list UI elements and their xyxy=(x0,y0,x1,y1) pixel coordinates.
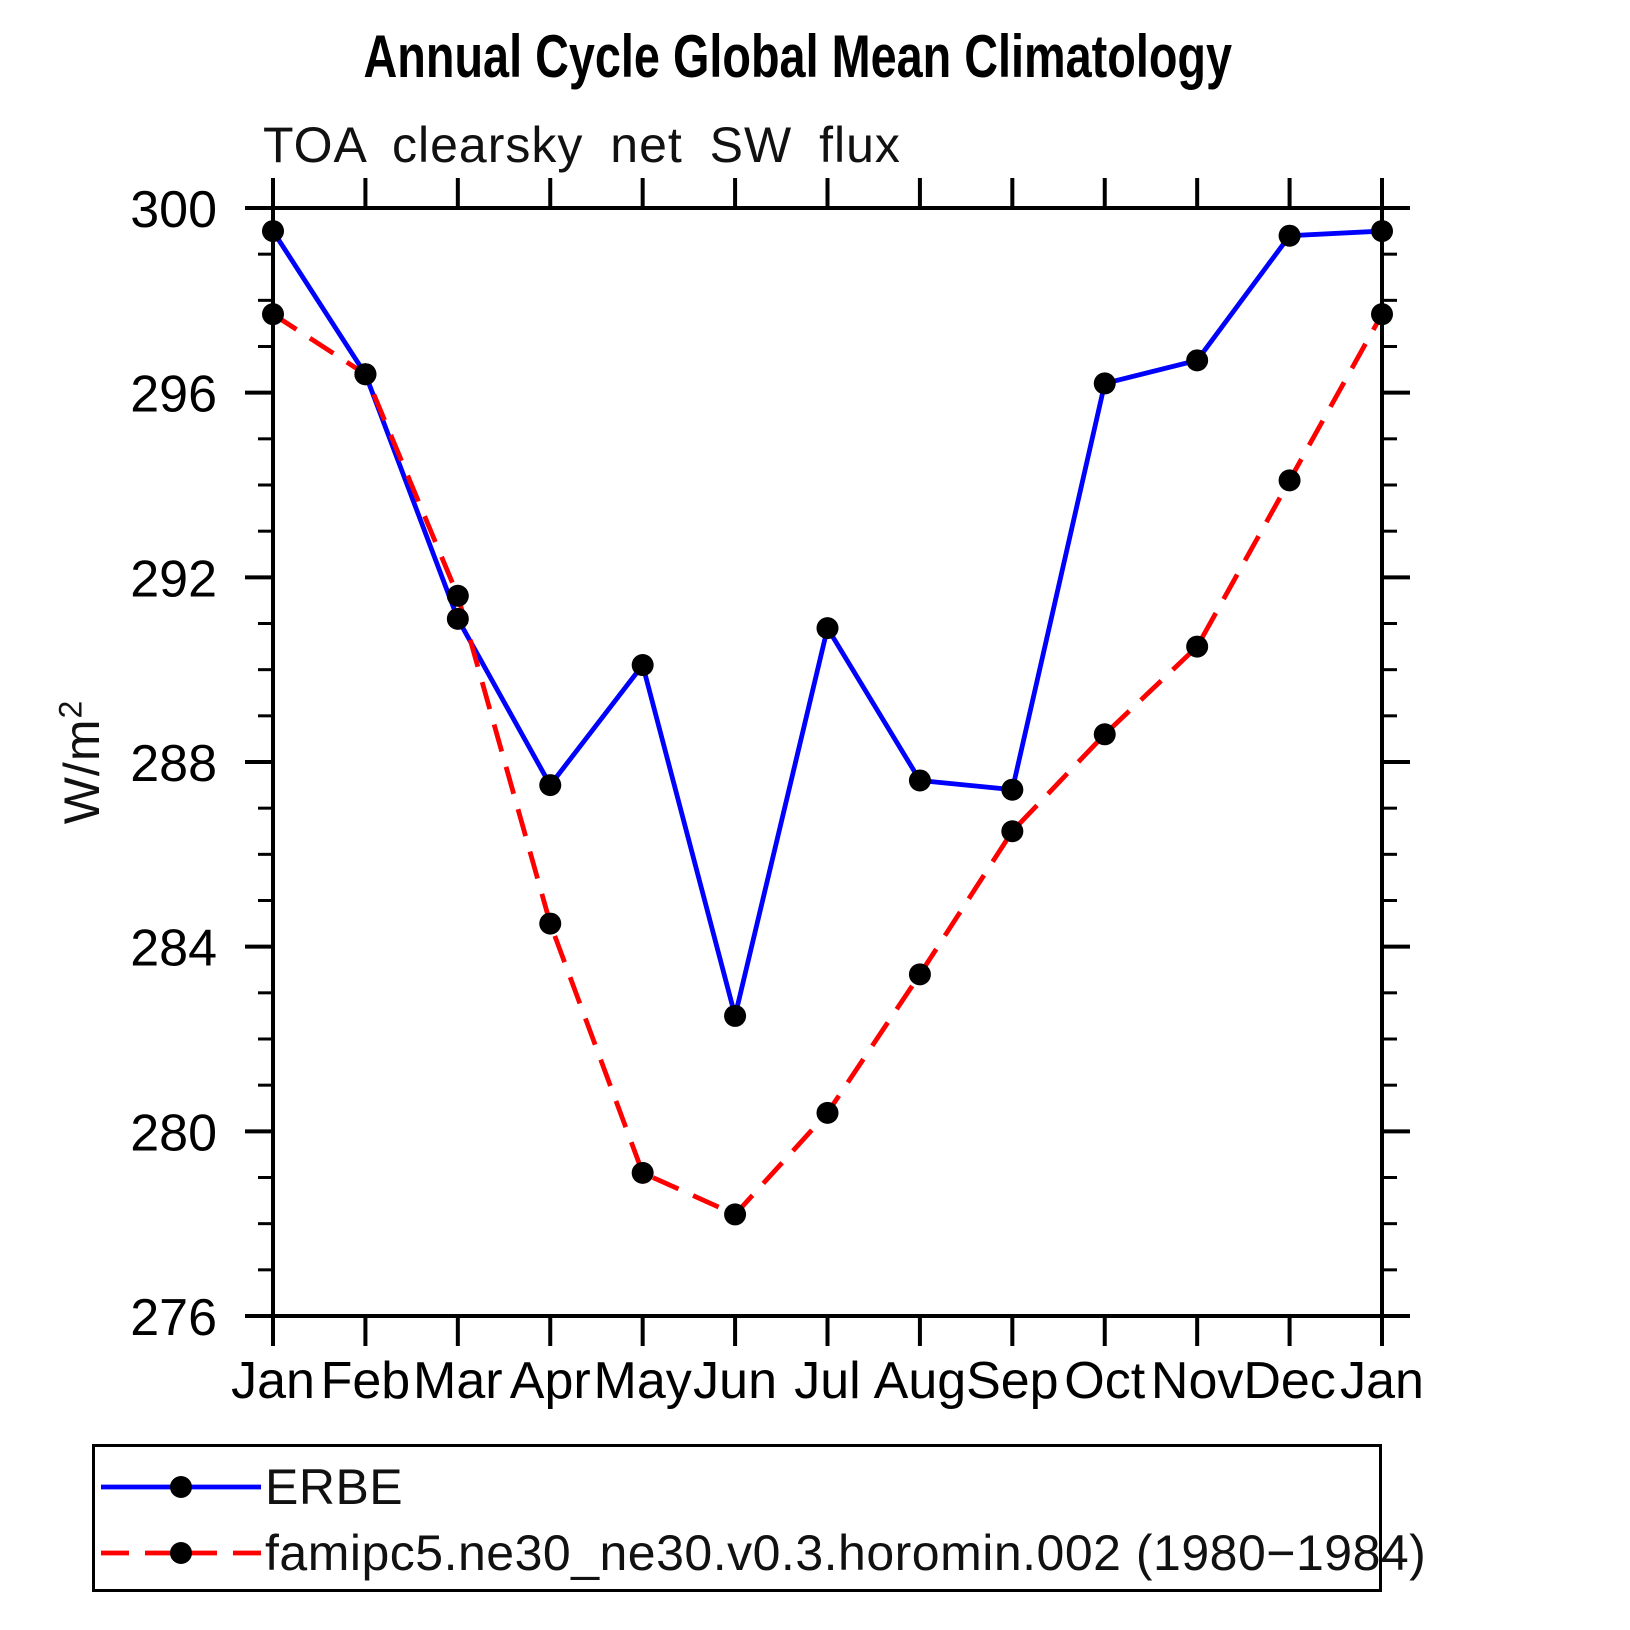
x-tick-label: May xyxy=(594,1352,692,1410)
y-tick-label: 284 xyxy=(130,920,217,978)
x-tick-label: Nov xyxy=(1151,1352,1243,1410)
data-point xyxy=(724,1004,747,1027)
y-tick-label: 300 xyxy=(130,181,217,239)
x-tick-label: Mar xyxy=(413,1352,503,1410)
data-point xyxy=(354,363,377,386)
y-tick-label: 296 xyxy=(130,366,217,424)
data-point xyxy=(262,303,284,326)
data-point xyxy=(816,617,839,640)
x-tick-label: Feb xyxy=(321,1352,411,1410)
axis-ticks xyxy=(245,178,1410,1346)
legend-item-model: famipc5.ne30_ne30.v0.3.horomin.002 (1980… xyxy=(95,1525,1426,1581)
legend-item-erbe: ERBE xyxy=(95,1459,403,1515)
plot-frame xyxy=(271,206,1384,1318)
x-tick-label: Jan xyxy=(1340,1352,1424,1410)
data-point xyxy=(539,912,562,935)
data-point xyxy=(631,654,654,677)
y-tick-label: 292 xyxy=(130,550,217,608)
data-point xyxy=(1371,220,1393,243)
y-tick-label: 276 xyxy=(130,1289,217,1347)
y-tick-label: 288 xyxy=(130,735,217,793)
legend-swatch-model xyxy=(101,1542,261,1564)
data-point xyxy=(1186,635,1209,658)
legend: ERBE famipc5.ne30_ne30.v0.3.horomin.002 … xyxy=(92,1444,1426,1592)
model-line xyxy=(271,312,1385,1218)
x-tick-label: Dec xyxy=(1243,1352,1335,1410)
x-tick-label: Oct xyxy=(1064,1352,1145,1410)
chart-title-text: Annual Cycle Global Mean Climatology xyxy=(363,23,1232,90)
data-point xyxy=(1001,778,1024,801)
data-point xyxy=(262,220,284,243)
x-tick-label: Apr xyxy=(510,1352,591,1410)
data-point xyxy=(1093,723,1116,746)
data-point xyxy=(1278,469,1301,492)
data-point xyxy=(539,774,562,797)
legend-label-model: famipc5.ne30_ne30.v0.3.horomin.002 (1980… xyxy=(265,1525,1427,1581)
data-point xyxy=(631,1161,654,1184)
legend-swatch-erbe xyxy=(101,1476,261,1498)
legend-label-erbe: ERBE xyxy=(265,1459,404,1515)
x-tick-label: Jun xyxy=(693,1352,777,1410)
legend-marker xyxy=(170,1476,192,1498)
x-tick-label: Sep xyxy=(966,1352,1059,1410)
chart-subtitle: TOA clearsky net SW flux xyxy=(263,117,901,173)
x-tick-label: Jul xyxy=(794,1352,860,1410)
data-point xyxy=(724,1203,747,1226)
x-tick-label: Jan xyxy=(231,1352,315,1410)
chart-title: Annual Cycle Global Mean Climatology xyxy=(0,24,1595,90)
data-point xyxy=(1371,303,1393,326)
x-tick-label: Aug xyxy=(874,1352,967,1410)
data-point xyxy=(1001,820,1024,843)
erbe-markers xyxy=(262,220,1393,1027)
data-point xyxy=(446,607,469,630)
data-point xyxy=(1093,372,1116,395)
data-point xyxy=(908,769,931,792)
data-point xyxy=(1186,349,1209,372)
legend-marker xyxy=(170,1542,192,1564)
data-point xyxy=(1278,224,1301,247)
data-point xyxy=(446,584,469,607)
y-tick-label: 280 xyxy=(130,1104,217,1162)
data-point xyxy=(816,1101,839,1124)
data-point xyxy=(908,963,931,986)
model-markers xyxy=(262,303,1393,1226)
